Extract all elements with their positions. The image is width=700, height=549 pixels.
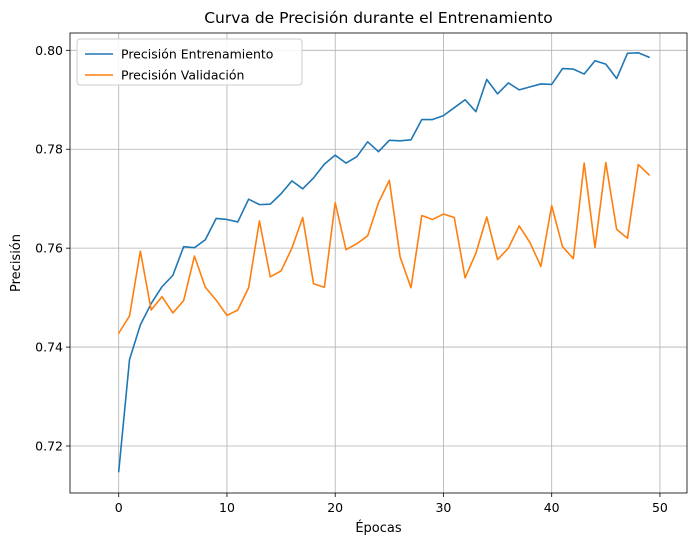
y-tick-label: 0.80 [35,43,63,58]
legend-box [76,38,303,86]
y-tick-label: 0.76 [35,241,63,256]
series-line-validation [117,161,650,335]
legend-label: Precisión Validación [121,68,244,83]
x-tick-label: 0 [115,500,123,515]
y-axis-label: Precisión [9,234,24,292]
x-tick-label: 30 [435,500,451,515]
x-tick-label: 20 [327,500,343,515]
chart-title: Curva de Precisión durante el Entrenamie… [204,9,553,27]
y-tick-label: 0.78 [35,142,63,157]
series-line-training [117,51,650,473]
y-tick-label: 0.74 [35,340,63,355]
x-tick-label: 10 [219,500,235,515]
plot-frame [69,32,688,494]
series-group [117,51,650,473]
x-tick-label: 50 [652,500,668,515]
legend: Precisión Entrenamiento Precisión Validac… [76,38,303,86]
x-axis-label: Épocas [355,520,402,536]
x-tick-label: 40 [544,500,560,515]
ticks: 0 10 20 30 40 50 0.72 0.74 0.76 0.78 0.80 [35,43,668,515]
grid [70,33,687,493]
y-tick-label: 0.72 [35,439,63,454]
legend-label: Precisión Entrenamiento [121,47,273,62]
